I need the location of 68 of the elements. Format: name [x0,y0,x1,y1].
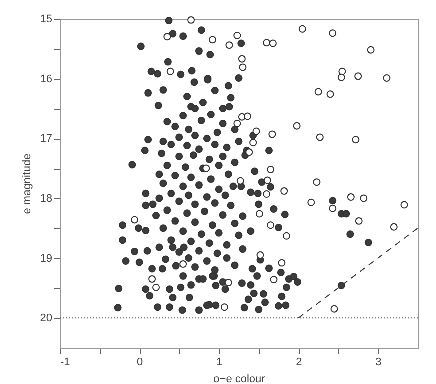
x-axis-title: o−e colour [214,374,266,384]
point [329,204,337,212]
y-tick-label: 15 [40,14,52,26]
point [347,194,355,201]
point [354,72,362,80]
point [256,252,264,260]
point [152,284,160,292]
point [338,68,346,76]
x-tick-label: 2 [296,356,302,368]
y-axis-title: e magnitude [21,154,34,214]
point [202,164,210,172]
y-tick-label: 20 [40,312,52,325]
point [264,176,272,184]
point [209,36,216,44]
point [164,33,172,41]
point [390,223,398,231]
point [244,112,252,120]
point [355,217,363,225]
point [313,178,321,186]
point [246,148,254,156]
point [338,74,346,82]
point [293,122,301,130]
point [256,210,264,218]
x-tick-label: 3 [376,356,382,368]
point [270,276,278,284]
point [234,120,242,128]
y-tick-label: 19 [40,252,52,265]
point [148,275,156,283]
point [278,259,286,267]
point [267,166,275,174]
point [224,279,232,287]
point [166,68,174,76]
point [131,216,139,224]
point [360,194,368,202]
point [282,232,290,240]
point [188,16,196,24]
y-tick-label: 17 [40,133,52,146]
x-tick-label: -1 [60,356,70,368]
point [330,305,338,313]
point [238,55,246,63]
point [308,198,316,206]
point [298,25,306,33]
point [263,39,271,47]
point [280,188,288,196]
point [234,32,242,40]
point [326,90,334,98]
point [239,64,247,72]
point [316,134,324,142]
point [352,136,360,144]
x-tick-label: 0 [136,356,144,368]
point [329,30,337,38]
point [314,88,322,96]
point [383,74,391,82]
point [400,201,408,209]
point [220,304,228,312]
point [367,46,375,54]
point [263,190,271,198]
x-tick-label: 1 [216,356,223,368]
point [250,139,258,147]
y-tick-label: 16 [40,73,52,86]
y-tick-label: 18 [40,192,52,205]
point [236,177,244,185]
point [268,130,276,138]
point [180,260,188,268]
point [269,40,277,48]
point [226,42,234,50]
point [267,222,275,230]
point [252,128,260,136]
